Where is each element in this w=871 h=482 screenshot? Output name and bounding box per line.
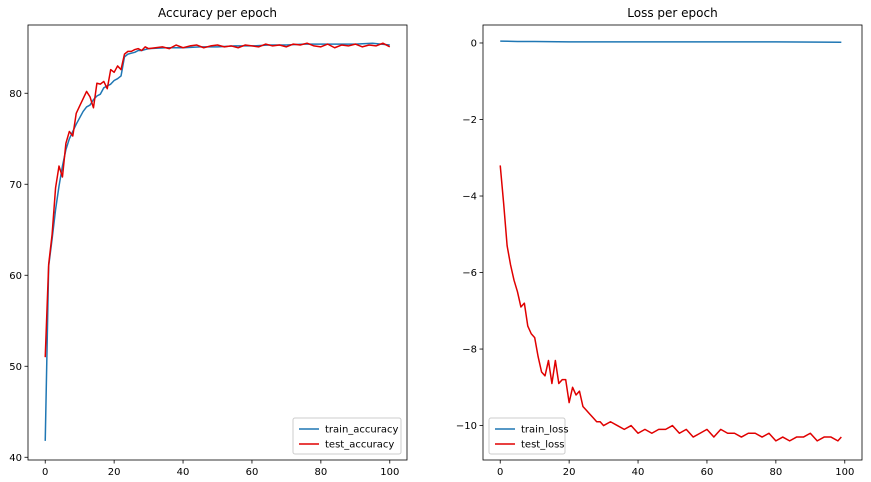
legend-frame xyxy=(488,417,566,455)
y-tick-label: 0 xyxy=(471,38,477,49)
series-line-test_accuracy xyxy=(44,42,391,358)
accuracy-chart: 0 20 40 60 80 100 40 50 60 70 80 Accuracy per epoch… xyxy=(9,6,408,478)
chart-title: Accuracy per epoch xyxy=(158,6,277,20)
y-tick-label: −10 xyxy=(456,421,477,432)
y-tick-label: 60 xyxy=(9,271,22,282)
y-tick-label: −8 xyxy=(462,345,477,356)
chart-title: Loss per epoch xyxy=(627,6,717,20)
loss-chart: 0 20 40 60 80 100 0 −2 −4 −6 −8 −10 Loss per epoch tr… xyxy=(456,6,863,478)
series-line-train_loss xyxy=(500,40,842,43)
x-tick-label: 60 xyxy=(246,467,259,478)
y-tick-label: 40 xyxy=(9,453,22,464)
x-tick-label: 0 xyxy=(42,467,48,478)
x-tick-label: 0 xyxy=(497,467,503,478)
legend-label: train_loss xyxy=(521,425,569,436)
y-tick-label: 70 xyxy=(9,180,22,191)
legend-label: test_loss xyxy=(521,440,565,451)
axes-frame xyxy=(27,24,408,461)
y-tick-label: −6 xyxy=(462,268,477,279)
legend-label: train_accuracy xyxy=(325,425,398,436)
x-tick-label: 80 xyxy=(314,467,327,478)
x-tick-label: 100 xyxy=(380,467,399,478)
legend: train_loss test_loss xyxy=(488,417,569,455)
legend: train_accuracy test_accuracy xyxy=(292,417,402,455)
x-tick-label: 20 xyxy=(108,467,121,478)
x-tick-label: 20 xyxy=(563,467,576,478)
x-tick-label: 80 xyxy=(769,467,782,478)
y-tick-label: −4 xyxy=(462,192,477,203)
x-tick-label: 40 xyxy=(177,467,190,478)
x-tick-label: 60 xyxy=(701,467,714,478)
y-tick-label: 50 xyxy=(9,362,22,373)
series-line-train_accuracy xyxy=(44,42,390,441)
axes-frame xyxy=(482,24,863,461)
legend-frame xyxy=(292,417,402,455)
series-line-test_loss xyxy=(499,165,842,442)
x-tick-label: 40 xyxy=(632,467,645,478)
y-tick-label: 80 xyxy=(9,89,22,100)
legend-label: test_accuracy xyxy=(325,440,394,451)
x-tick-label: 100 xyxy=(835,467,854,478)
y-tick-label: −2 xyxy=(462,115,477,126)
